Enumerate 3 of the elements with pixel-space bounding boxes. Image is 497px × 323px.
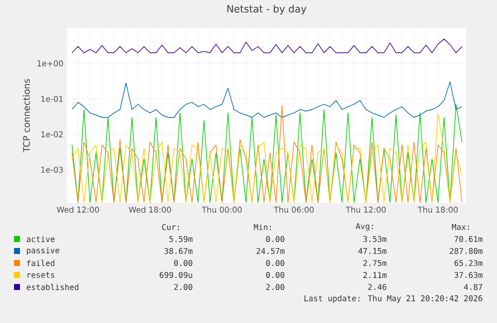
y-axis-title: TCP connections xyxy=(22,79,30,152)
chart-title: Netstat - by day xyxy=(227,4,306,14)
line-series xyxy=(72,82,462,118)
